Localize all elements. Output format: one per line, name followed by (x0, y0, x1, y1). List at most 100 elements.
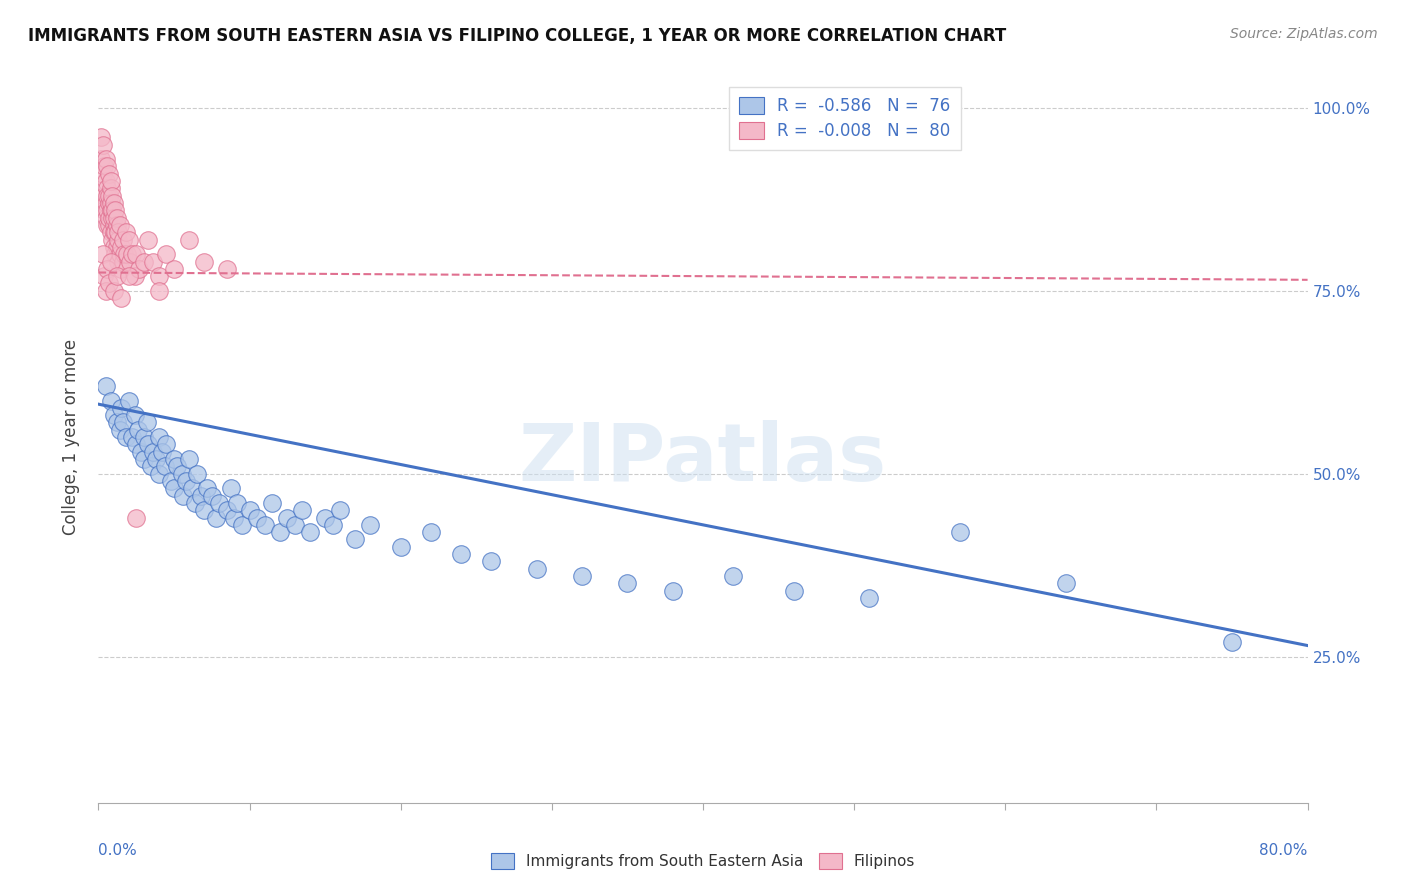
Point (420, 525, 443, 540)
Text: Source: ZipAtlas.com: Source: ZipAtlas.com (1230, 27, 1378, 41)
Point (103, 408, 125, 422)
Point (93, 188, 115, 202)
Point (858, 591, 880, 605)
Point (94, 152, 117, 166)
Point (103, 211, 125, 225)
Point (90, 152, 112, 166)
Point (269, 525, 291, 540)
Point (155, 247, 177, 261)
Point (100, 181, 122, 195)
Point (195, 481, 218, 495)
Point (98, 277, 121, 291)
Point (100, 203, 122, 218)
Point (239, 503, 262, 517)
Point (172, 489, 194, 503)
Point (100, 225, 122, 239)
Point (110, 261, 132, 276)
Point (100, 196, 122, 211)
Point (132, 430, 155, 444)
Point (114, 430, 136, 444)
Point (112, 247, 135, 261)
Point (163, 452, 186, 467)
Point (616, 576, 638, 591)
Point (94, 284, 117, 298)
Point (101, 203, 124, 218)
Point (98, 188, 121, 202)
Point (111, 254, 134, 268)
Point (124, 408, 146, 422)
Point (129, 444, 152, 458)
Point (141, 459, 163, 474)
Point (208, 496, 231, 510)
Point (174, 474, 197, 488)
Point (125, 510, 148, 524)
Point (314, 510, 336, 524)
Point (108, 247, 131, 261)
Point (160, 474, 183, 488)
Point (128, 261, 150, 276)
Point (166, 459, 188, 474)
Y-axis label: College, 1 year or more: College, 1 year or more (62, 339, 80, 535)
Point (118, 269, 141, 284)
Point (103, 196, 125, 211)
Point (98, 196, 121, 211)
Point (96, 218, 118, 232)
Point (148, 467, 170, 481)
Point (262, 496, 284, 510)
Point (105, 416, 128, 430)
Point (125, 437, 148, 451)
Point (104, 225, 127, 239)
Point (91, 137, 114, 152)
Point (108, 218, 131, 232)
Point (96, 160, 118, 174)
Point (136, 437, 159, 451)
Point (103, 240, 125, 254)
Point (215, 503, 238, 517)
Point (179, 452, 201, 467)
Point (100, 254, 122, 268)
Point (253, 517, 276, 532)
Point (100, 174, 122, 188)
Point (105, 211, 128, 225)
Point (205, 510, 228, 524)
Point (163, 261, 186, 276)
Point (193, 503, 215, 517)
Point (101, 211, 124, 225)
Point (91, 247, 114, 261)
Point (481, 554, 503, 568)
Point (118, 393, 141, 408)
Point (94, 379, 117, 393)
Point (118, 233, 141, 247)
Point (142, 254, 165, 268)
Point (110, 291, 132, 305)
Point (107, 225, 129, 239)
Point (96, 188, 118, 202)
Point (114, 225, 136, 239)
Point (96, 181, 118, 195)
Point (661, 583, 683, 598)
Point (221, 481, 243, 495)
Point (291, 503, 314, 517)
Point (145, 452, 167, 467)
Point (120, 254, 142, 268)
Point (153, 459, 176, 474)
Point (104, 203, 127, 218)
Point (135, 416, 157, 430)
Point (179, 233, 201, 247)
Point (121, 430, 143, 444)
Point (90, 130, 112, 145)
Point (96, 203, 118, 218)
Point (103, 225, 125, 239)
Point (94, 211, 117, 225)
Point (170, 467, 193, 481)
Point (142, 444, 165, 458)
Point (93, 203, 115, 218)
Point (132, 254, 155, 268)
Point (284, 517, 307, 532)
Point (163, 481, 186, 495)
Point (91, 167, 114, 181)
Point (105, 218, 128, 232)
Text: 0.0%: 0.0% (98, 843, 138, 858)
Point (103, 284, 125, 298)
Point (100, 393, 122, 408)
